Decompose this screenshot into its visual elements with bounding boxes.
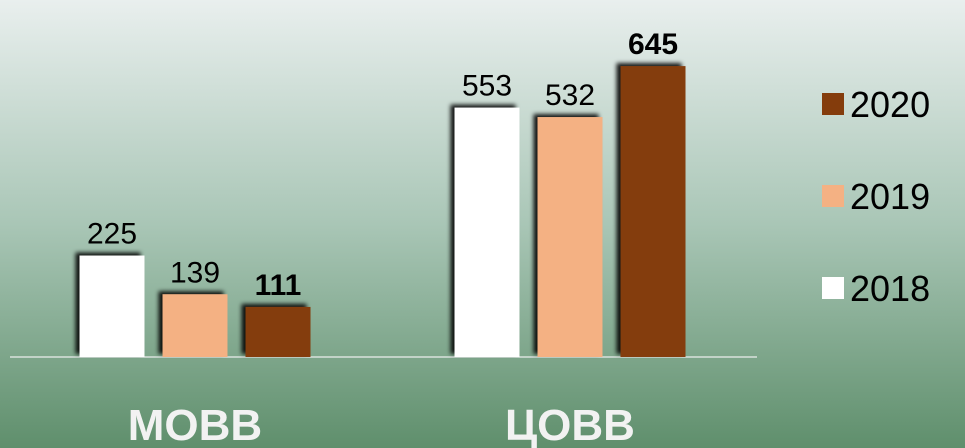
legend-swatch: [822, 277, 844, 299]
bar: [620, 66, 686, 357]
bar: [162, 294, 228, 357]
category-label: ЦОВВ: [505, 401, 635, 448]
data-label: 225: [87, 218, 137, 251]
bar: [79, 255, 145, 357]
legend-swatch: [822, 185, 844, 207]
legend-label: 2019: [850, 176, 930, 217]
data-label: 111: [255, 269, 302, 302]
bar: [454, 107, 520, 357]
legend-label: 2020: [850, 84, 930, 125]
bar: [245, 306, 311, 357]
legend-label: 2018: [850, 268, 930, 309]
data-label: 645: [628, 28, 678, 61]
bar: [537, 117, 603, 358]
data-label: 553: [462, 70, 512, 103]
data-label: 139: [170, 256, 220, 289]
data-label: 532: [545, 79, 595, 112]
category-label: МОВВ: [128, 401, 262, 448]
legend-swatch: [822, 93, 844, 115]
